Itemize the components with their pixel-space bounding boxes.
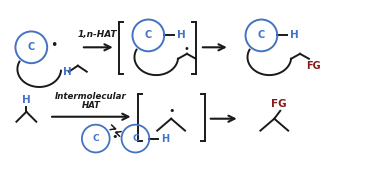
Text: Intermolecular: Intermolecular <box>55 92 127 101</box>
Text: H: H <box>177 30 186 40</box>
Text: HAT: HAT <box>81 101 100 110</box>
Text: FG: FG <box>306 61 321 71</box>
Text: C: C <box>28 42 35 52</box>
Text: H: H <box>22 95 31 105</box>
Text: •: • <box>112 132 118 142</box>
Text: C: C <box>258 30 265 40</box>
Text: C: C <box>132 134 139 143</box>
Text: H: H <box>161 134 169 143</box>
Text: H: H <box>63 67 72 77</box>
Text: 1,n-HAT: 1,n-HAT <box>78 30 118 39</box>
Text: •: • <box>50 39 57 52</box>
Text: C: C <box>145 30 152 40</box>
Text: H: H <box>290 30 299 40</box>
Text: •: • <box>184 44 190 54</box>
Text: FG: FG <box>271 99 287 109</box>
Text: C: C <box>93 134 99 143</box>
Text: •: • <box>168 106 174 116</box>
